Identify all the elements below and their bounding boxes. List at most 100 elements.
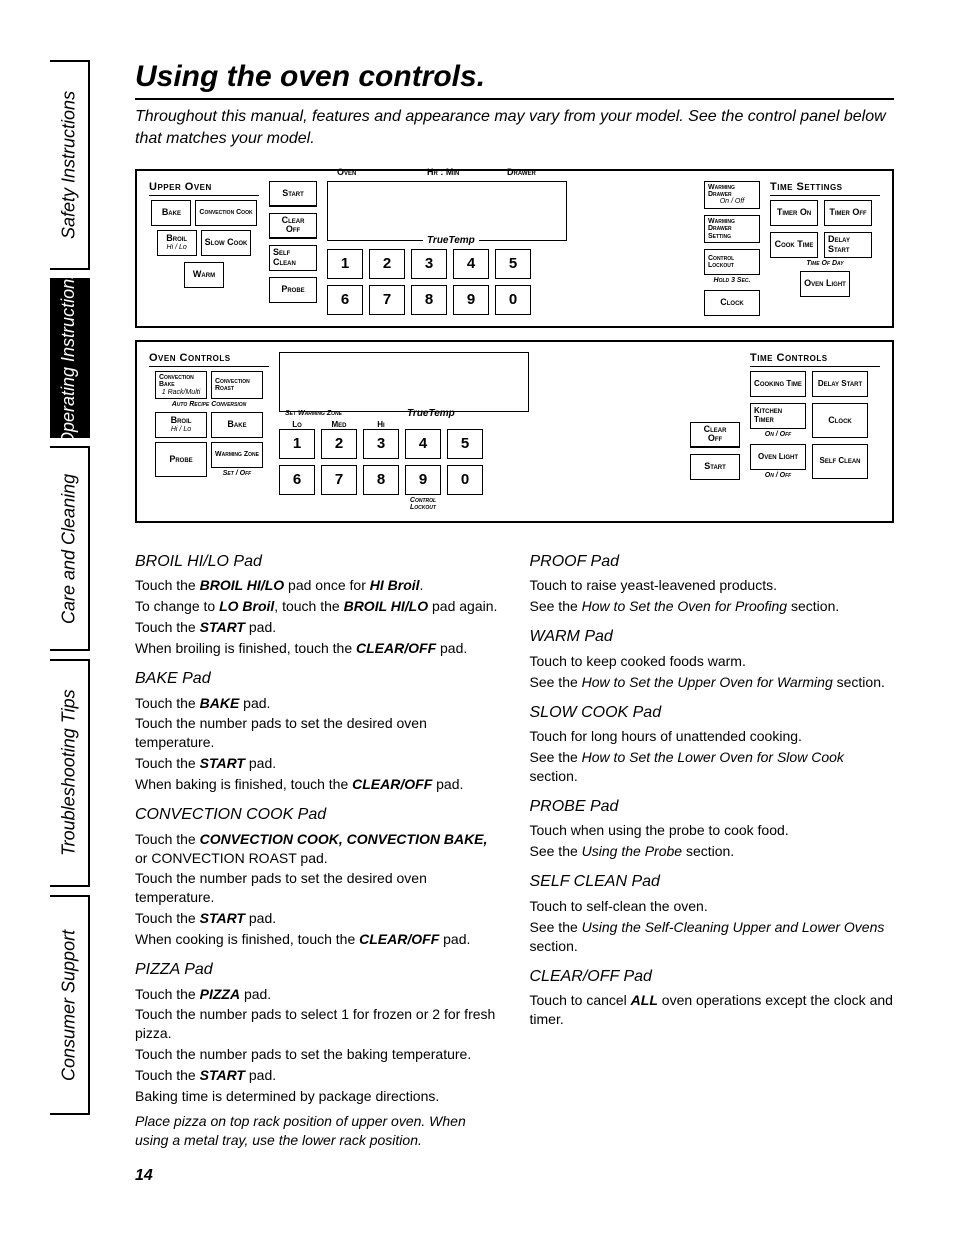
- self-clean-btn[interactable]: Self Clean: [269, 245, 317, 271]
- warm-btn[interactable]: Warm: [184, 262, 224, 288]
- wd-setting-btn[interactable]: Warming Drawer Setting: [704, 215, 760, 243]
- broil2-btn[interactable]: BroilHi / Lo: [155, 412, 207, 438]
- instruction-line: Touch the number pads to set the desired…: [135, 869, 500, 907]
- section-heading: WARM Pad: [530, 626, 895, 648]
- drawer-label: Drawer: [507, 167, 536, 177]
- slow-cook-btn[interactable]: Slow Cook: [201, 230, 252, 256]
- num-6b[interactable]: 6: [279, 465, 315, 495]
- instruction-line: Touch to cancel ALL oven operations exce…: [530, 991, 895, 1029]
- num-0[interactable]: 0: [495, 285, 531, 315]
- num-7[interactable]: 7: [369, 285, 405, 315]
- instruction-line: When broiling is finished, touch the CLE…: [135, 639, 500, 658]
- instruction-line: Touch when using the probe to cook food.: [530, 821, 895, 840]
- num-0b[interactable]: 0: [447, 465, 483, 495]
- oven-light-btn-2[interactable]: Oven Light: [750, 444, 806, 470]
- timer-off-btn[interactable]: Timer Off: [824, 200, 872, 226]
- warming-zone-btn[interactable]: Warming Zone: [211, 442, 263, 468]
- num-3b[interactable]: 3: [363, 429, 399, 459]
- instruction-line: Touch the number pads to select 1 for fr…: [135, 1005, 500, 1043]
- num-2[interactable]: 2: [369, 249, 405, 279]
- delay-start-btn[interactable]: Delay Start: [824, 232, 872, 258]
- num-7b[interactable]: 7: [321, 465, 357, 495]
- lockout-btn[interactable]: Control Lockout: [704, 249, 760, 275]
- instruction-line: To change to LO Broil, touch the BROIL H…: [135, 597, 500, 616]
- section-heading: CONVECTION COOK Pad: [135, 804, 500, 826]
- broil-btn[interactable]: BroilHi / Lo: [157, 230, 197, 256]
- num-4[interactable]: 4: [453, 249, 489, 279]
- numpad-2: Lo1 Med2 Hi3 4 5 6 7 8 9Control Lockout …: [279, 420, 680, 511]
- num-6[interactable]: 6: [327, 285, 363, 315]
- section-heading: BROIL HI/LO Pad: [135, 551, 500, 573]
- bake2-btn[interactable]: Bake: [211, 412, 263, 438]
- instruction-line: See the How to Set the Lower Oven for Sl…: [530, 748, 895, 786]
- start-btn-2[interactable]: Start: [690, 454, 740, 480]
- cooking-time-btn[interactable]: Cooking Time: [750, 371, 806, 397]
- instruction-line: See the How to Set the Oven for Proofing…: [530, 597, 895, 616]
- num-2b[interactable]: 2: [321, 429, 357, 459]
- probe2-btn[interactable]: Probe: [155, 442, 207, 477]
- page-number: 14: [135, 1167, 153, 1185]
- numpad-1: 1 2 3 4 5 6 7 8 9 0: [327, 249, 694, 315]
- side-tabs: Safety Instructions Operating Instructio…: [0, 0, 105, 1235]
- right-column: PROOF Pad Touch to raise yeast-leavened p…: [530, 541, 895, 1152]
- truetemp-label: TrueTemp: [423, 235, 479, 246]
- num-9b[interactable]: 9: [405, 465, 441, 495]
- num-3[interactable]: 3: [411, 249, 447, 279]
- instruction-note: Place pizza on top rack position of uppe…: [135, 1112, 500, 1150]
- instruction-line: Touch the START pad.: [135, 909, 500, 928]
- tab-care[interactable]: Care and Cleaning: [50, 446, 90, 651]
- time-controls-title: Time Controls: [750, 352, 880, 367]
- instruction-line: Touch for long hours of unattended cooki…: [530, 727, 895, 746]
- num-1[interactable]: 1: [327, 249, 363, 279]
- conv-cook-btn[interactable]: Convection Cook: [195, 200, 256, 226]
- instruction-line: When cooking is finished, touch the CLEA…: [135, 930, 500, 949]
- display-window-2: [279, 352, 529, 412]
- instruction-line: Touch the BROIL HI/LO pad once for HI Br…: [135, 576, 500, 595]
- clock-btn-2[interactable]: Clock: [812, 403, 868, 438]
- control-panel-1: Upper Oven Bake Convection Cook BroilHi …: [135, 169, 894, 328]
- tab-operating[interactable]: Operating Instructions: [50, 278, 90, 438]
- conv-bake-btn[interactable]: Convection Bake1 Rack/Multi: [155, 371, 207, 399]
- self-clean-btn-2[interactable]: Self Clean: [812, 444, 868, 479]
- instruction-line: Touch to raise yeast-leavened products.: [530, 576, 895, 595]
- timer-on-btn[interactable]: Timer On: [770, 200, 818, 226]
- instruction-line: Baking time is determined by package dir…: [135, 1087, 500, 1106]
- instruction-line: When baking is finished, touch the CLEAR…: [135, 775, 500, 794]
- conv-roast-btn[interactable]: Convection Roast: [211, 371, 263, 399]
- delay-start-btn-2[interactable]: Delay Start: [812, 371, 868, 397]
- tab-troubleshooting[interactable]: Troubleshooting Tips: [50, 659, 90, 887]
- num-5b[interactable]: 5: [447, 429, 483, 459]
- probe-btn[interactable]: Probe: [269, 277, 317, 303]
- tab-support[interactable]: Consumer Support: [50, 895, 90, 1115]
- tab-safety[interactable]: Safety Instructions: [50, 60, 90, 270]
- num-8[interactable]: 8: [411, 285, 447, 315]
- hrmin-label: Hr : Min: [427, 167, 459, 177]
- clear-off-btn-2[interactable]: ClearOff: [690, 422, 740, 448]
- num-8b[interactable]: 8: [363, 465, 399, 495]
- section-heading: PROBE Pad: [530, 796, 895, 818]
- instruction-line: See the How to Set the Upper Oven for Wa…: [530, 673, 895, 692]
- num-1b[interactable]: 1: [279, 429, 315, 459]
- oven-light-btn[interactable]: Oven Light: [800, 271, 850, 297]
- clear-off-btn[interactable]: ClearOff: [269, 213, 317, 239]
- left-column: BROIL HI/LO Pad Touch the BROIL HI/LO pad…: [135, 541, 500, 1152]
- instruction-line: Touch the START pad.: [135, 1066, 500, 1085]
- section-heading: SLOW COOK Pad: [530, 702, 895, 724]
- clock-btn[interactable]: Clock: [704, 290, 760, 316]
- section-heading: CLEAR/OFF Pad: [530, 966, 895, 988]
- start-btn[interactable]: Start: [269, 181, 317, 207]
- section-heading: PROOF Pad: [530, 551, 895, 573]
- num-5[interactable]: 5: [495, 249, 531, 279]
- instruction-columns: BROIL HI/LO Pad Touch the BROIL HI/LO pad…: [135, 541, 894, 1152]
- instruction-line: Touch the CONVECTION COOK, CONVECTION BA…: [135, 830, 500, 868]
- wd-onoff-btn[interactable]: Warming DrawerOn / Off: [704, 181, 760, 209]
- instruction-line: Touch the BAKE pad.: [135, 694, 500, 713]
- num-4b[interactable]: 4: [405, 429, 441, 459]
- kitchen-timer-btn[interactable]: Kitchen Timer: [750, 403, 806, 429]
- page-title: Using the oven controls.: [135, 60, 894, 100]
- instruction-line: See the Using the Self-Cleaning Upper an…: [530, 918, 895, 956]
- num-9[interactable]: 9: [453, 285, 489, 315]
- cook-time-btn[interactable]: Cook Time: [770, 232, 818, 258]
- instruction-line: Touch the START pad.: [135, 754, 500, 773]
- bake-btn[interactable]: Bake: [151, 200, 191, 226]
